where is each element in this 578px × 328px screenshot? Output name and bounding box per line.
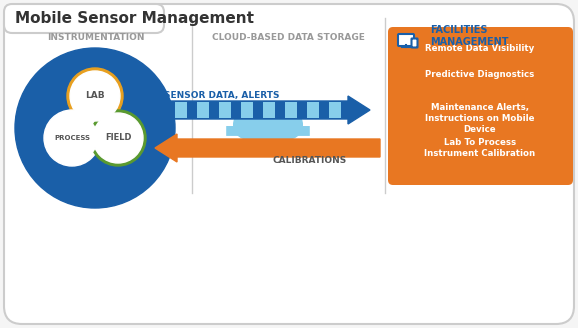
FancyBboxPatch shape xyxy=(4,4,574,324)
FancyBboxPatch shape xyxy=(329,102,341,118)
Circle shape xyxy=(247,119,271,143)
Circle shape xyxy=(93,113,143,163)
FancyBboxPatch shape xyxy=(219,102,231,118)
Circle shape xyxy=(273,110,302,139)
FancyBboxPatch shape xyxy=(226,126,310,136)
Circle shape xyxy=(15,48,175,208)
Text: INSTRUMENTATION: INSTRUMENTATION xyxy=(47,33,144,43)
FancyBboxPatch shape xyxy=(388,27,573,185)
Circle shape xyxy=(67,68,123,124)
Circle shape xyxy=(247,102,284,138)
Text: FIELD: FIELD xyxy=(105,133,131,142)
FancyBboxPatch shape xyxy=(295,140,307,156)
FancyBboxPatch shape xyxy=(229,140,241,156)
Text: PROCESS: PROCESS xyxy=(54,135,90,141)
Text: FACILITIES
MANAGEMENT: FACILITIES MANAGEMENT xyxy=(430,25,509,47)
FancyBboxPatch shape xyxy=(317,140,329,156)
FancyBboxPatch shape xyxy=(285,102,297,118)
Text: LAB: LAB xyxy=(85,92,105,100)
FancyBboxPatch shape xyxy=(4,4,164,33)
Text: SENSOR DATA, ALERTS: SENSOR DATA, ALERTS xyxy=(164,91,280,100)
FancyArrow shape xyxy=(155,134,380,162)
FancyBboxPatch shape xyxy=(263,102,275,118)
FancyBboxPatch shape xyxy=(175,102,187,118)
Text: Predictive Diagnostics: Predictive Diagnostics xyxy=(425,70,535,79)
Circle shape xyxy=(44,110,100,166)
FancyBboxPatch shape xyxy=(251,140,263,156)
Circle shape xyxy=(234,110,263,139)
Circle shape xyxy=(262,119,286,143)
Text: CALIBRATIONS: CALIBRATIONS xyxy=(273,156,347,165)
Circle shape xyxy=(90,110,146,166)
FancyArrow shape xyxy=(155,96,370,124)
Text: CLOUD-BASED DATA STORAGE: CLOUD-BASED DATA STORAGE xyxy=(212,33,365,43)
FancyBboxPatch shape xyxy=(241,102,253,118)
Text: Lab To Process
Instrument Calibration: Lab To Process Instrument Calibration xyxy=(424,138,536,158)
FancyBboxPatch shape xyxy=(197,102,209,118)
Text: Mobile Sensor Management: Mobile Sensor Management xyxy=(15,11,254,27)
Text: Maintenance Alerts,
Instructions on Mobile
Device: Maintenance Alerts, Instructions on Mobi… xyxy=(425,103,535,134)
FancyBboxPatch shape xyxy=(339,140,351,156)
FancyBboxPatch shape xyxy=(207,140,219,156)
FancyBboxPatch shape xyxy=(273,140,285,156)
FancyBboxPatch shape xyxy=(307,102,319,118)
Circle shape xyxy=(47,113,97,163)
FancyBboxPatch shape xyxy=(398,34,414,46)
FancyBboxPatch shape xyxy=(185,140,197,156)
FancyBboxPatch shape xyxy=(412,38,417,48)
Text: Remote Data Visibility: Remote Data Visibility xyxy=(425,44,535,53)
Circle shape xyxy=(70,71,120,121)
